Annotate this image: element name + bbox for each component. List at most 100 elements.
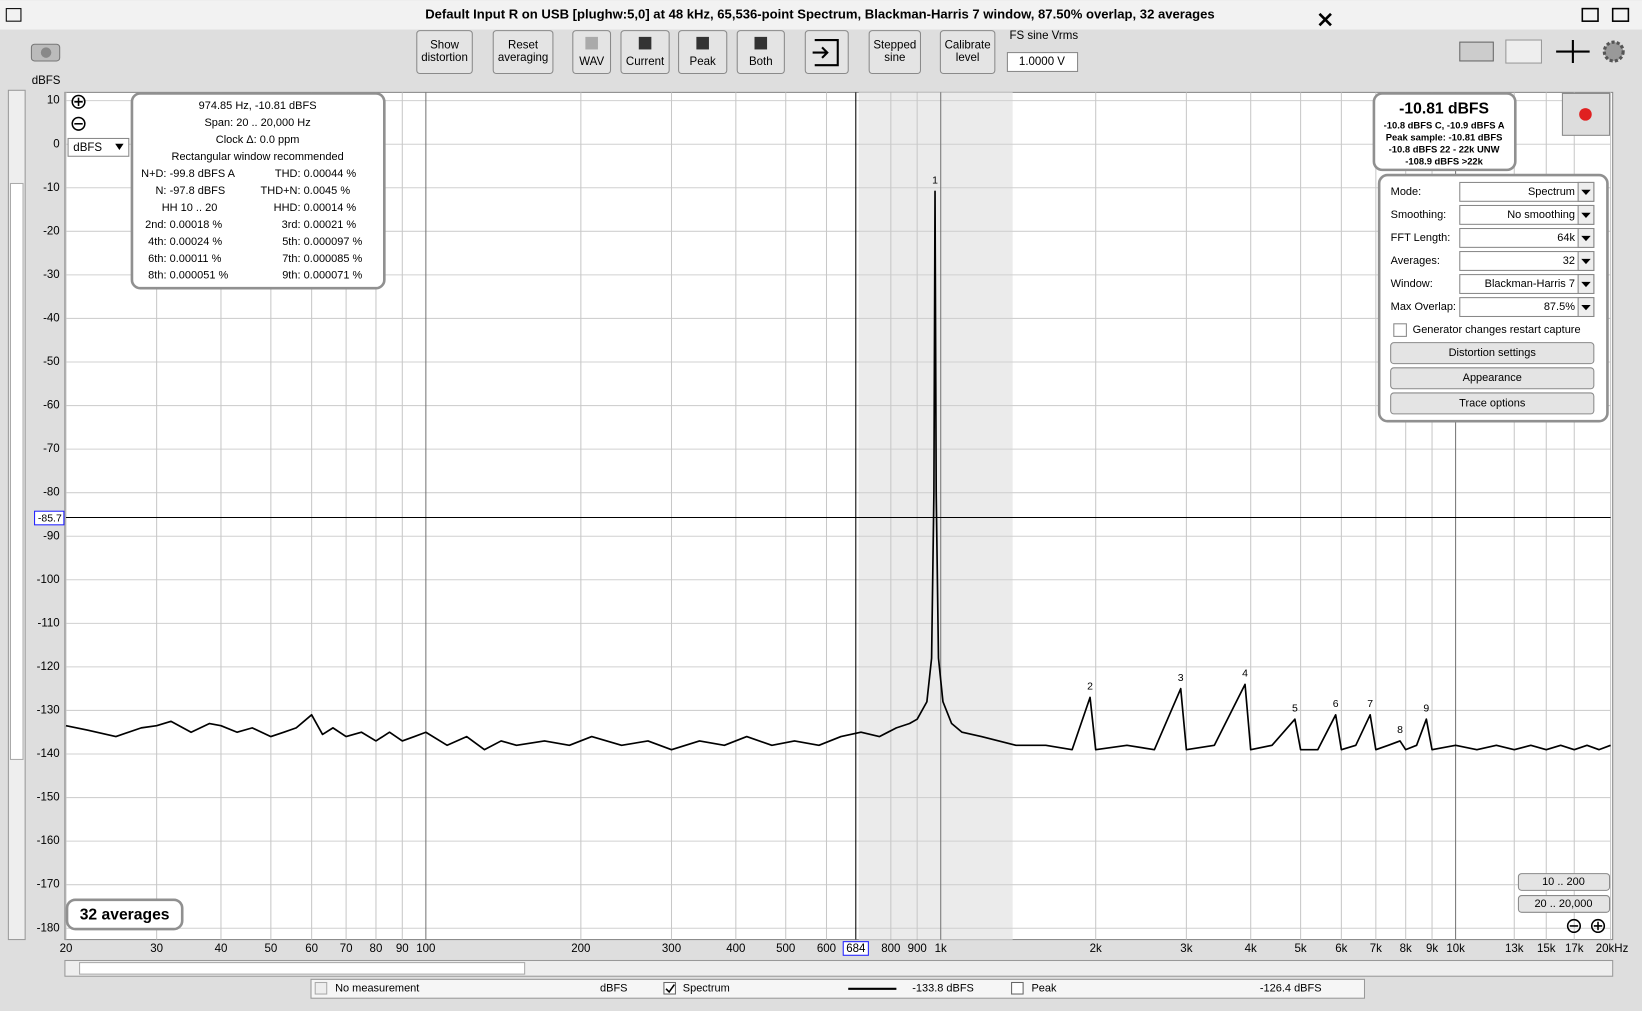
settings-button-label: Distortion settings <box>1449 347 1537 359</box>
toolbar-button[interactable] <box>620 30 670 75</box>
toolbar-button[interactable] <box>678 30 728 75</box>
title-bar <box>0 0 1642 30</box>
harmonic-label: 5 <box>1292 703 1298 714</box>
zoom-preset-button[interactable] <box>1517 873 1611 891</box>
x-tick-label: 7k <box>1370 943 1382 955</box>
checkbox[interactable] <box>1393 323 1407 337</box>
y-axis-unit: dBFS <box>32 75 61 87</box>
info-cell: 0.00014 % <box>304 202 357 214</box>
zoom-out-x[interactable] <box>1566 918 1582 934</box>
unit-dropdown[interactable] <box>67 137 130 157</box>
dropdown-arrow <box>1581 258 1591 265</box>
button-label: Reset <box>508 39 539 51</box>
checkbox-label: Generator changes restart capture <box>1413 324 1581 336</box>
dropdown-arrow <box>1581 304 1591 311</box>
unit-dropdown-value: dBFS <box>73 142 102 154</box>
toolbar-button[interactable] <box>572 30 612 75</box>
x-tick-label: 300 <box>662 943 681 955</box>
button-label: Both <box>749 56 773 68</box>
fs-sine-value: 1.0000 V <box>1019 56 1065 68</box>
zoom-preset-button[interactable] <box>1517 895 1611 913</box>
y-tick-label: -180 <box>37 922 60 934</box>
setting-value: No smoothing <box>1507 209 1575 221</box>
info-cell: 0.00024 % <box>170 236 223 248</box>
maximize-button[interactable] <box>1581 7 1599 22</box>
columns-icon[interactable] <box>1505 39 1542 64</box>
settings-button[interactable] <box>1390 342 1595 365</box>
zoom-in-y-icon <box>74 97 83 106</box>
x-tick-label: 900 <box>908 943 927 955</box>
info-cell: 3rd: <box>282 219 301 231</box>
y-tick-label: 10 <box>47 95 60 107</box>
info-cell: 8th: <box>148 270 166 282</box>
toolbar-button[interactable] <box>736 30 785 75</box>
legend-label: No measurement <box>335 983 419 995</box>
harmonic-label: 6 <box>1333 699 1339 710</box>
info-cell: HH 10 .. 20 <box>162 202 218 214</box>
setting-label: Smoothing: <box>1391 209 1447 221</box>
info-cell: 0.00044 % <box>304 168 357 180</box>
zoom-out-y[interactable] <box>71 116 86 131</box>
info-cell: 0.00011 % <box>170 253 222 265</box>
close-icon[interactable] <box>1318 12 1332 27</box>
fit-icon[interactable] <box>1556 40 1590 64</box>
toolbar-button[interactable] <box>868 30 922 75</box>
x-tick-label: 70 <box>340 943 353 955</box>
toolbar-button[interactable] <box>939 30 996 75</box>
y-tick-label: -130 <box>37 704 60 716</box>
y-tick-label: -90 <box>43 530 60 542</box>
setting-label: FFT Length: <box>1391 232 1451 244</box>
settings-button[interactable] <box>1390 367 1595 390</box>
info-cell: 7th: <box>282 253 300 265</box>
zoom-in-x[interactable] <box>1590 918 1606 934</box>
toolbar-button[interactable] <box>416 30 473 75</box>
info-cell: 0.000051 % <box>170 270 229 282</box>
info-cell: -99.8 dBFS A <box>170 168 236 180</box>
info-cell: 4th: <box>148 236 166 248</box>
vertical-scroll-thumb[interactable] <box>9 182 24 760</box>
setting-label: Max Overlap: <box>1391 301 1456 313</box>
button-label: Show <box>430 39 459 51</box>
zoom-preset-label: 10 .. 200 <box>1542 876 1585 888</box>
layout-icon[interactable] <box>1459 41 1494 62</box>
settings-button[interactable] <box>1390 392 1595 415</box>
harmonic-label: 3 <box>1178 673 1184 684</box>
averages-badge: 32 averages <box>80 907 170 924</box>
x-tick-label: 40 <box>215 943 228 955</box>
zoom-in-y[interactable] <box>71 94 86 109</box>
restore-button[interactable] <box>1611 7 1630 22</box>
info-cell: 0.00021 % <box>304 219 357 231</box>
level-line: -108.9 dBFS >22k <box>1405 156 1483 167</box>
y-tick-label: -50 <box>43 356 60 368</box>
dropdown-arrow <box>115 143 124 150</box>
y-tick-label: -170 <box>37 879 60 891</box>
fs-sine-input[interactable] <box>1006 52 1079 72</box>
info-cell: 9th: <box>282 270 300 282</box>
button-label: Stepped <box>873 39 916 51</box>
toolbar-button[interactable] <box>492 30 554 75</box>
settings-button-label: Appearance <box>1463 372 1522 384</box>
button-icon <box>754 36 768 50</box>
setting-value: 64k <box>1557 232 1575 244</box>
x-tick-label: 17k <box>1565 943 1584 955</box>
info-cell: 0.0045 % <box>304 185 351 197</box>
legend-checkbox[interactable] <box>314 981 328 995</box>
y-tick-label: -140 <box>37 748 60 760</box>
button-label: Current <box>626 56 665 68</box>
dropdown-arrow <box>1581 189 1591 196</box>
legend-check <box>665 984 676 994</box>
y-tick-label: -100 <box>37 574 60 586</box>
settings-button-label: Trace options <box>1459 397 1526 409</box>
setting-label: Averages: <box>1391 255 1440 267</box>
info-cell: 0.000097 % <box>304 236 363 248</box>
legend-checkbox[interactable] <box>1011 981 1024 995</box>
y-tick-label: -110 <box>38 617 60 629</box>
horizontal-scroll-thumb[interactable] <box>79 962 526 975</box>
y-tick-label: -30 <box>43 269 60 281</box>
x-tick-label: 2k <box>1090 943 1102 955</box>
y-tick-label: -150 <box>37 792 60 804</box>
dropdown-arrow <box>1581 212 1591 219</box>
legend-checkbox[interactable] <box>663 981 676 995</box>
settings-gear[interactable] <box>1602 40 1625 63</box>
